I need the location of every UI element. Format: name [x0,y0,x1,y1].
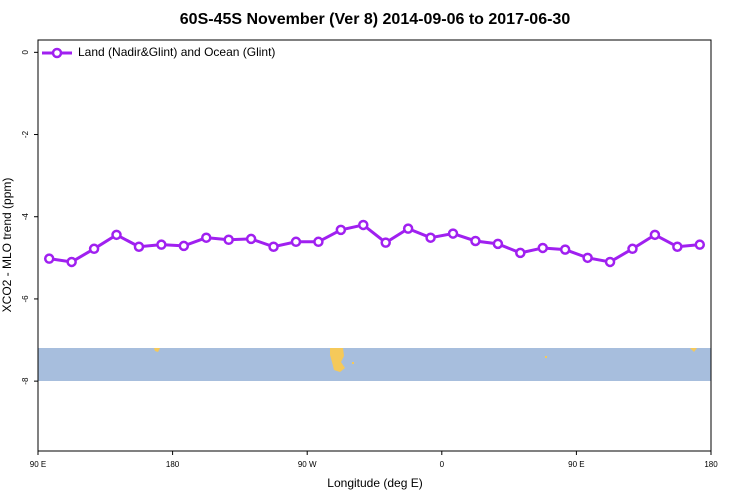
point [245,233,257,245]
point [88,243,100,255]
y-tick-label: -2 [21,130,30,138]
point [156,239,167,250]
point [268,241,279,252]
x-tick-label: 180 [166,460,180,469]
y-axis-label: XCO2 - MLO trend (ppm) [0,178,14,313]
point [290,236,302,248]
point [380,237,391,248]
point [201,232,212,243]
point [649,229,661,241]
point [604,256,616,268]
legend-label: Land (Nadir&Glint) and Ocean (Glint) [78,45,275,59]
y-tick-label: -8 [21,377,30,385]
x-axis-label: Longitude (deg E) [327,476,422,490]
y-tick-label: 0 [21,50,30,55]
point [515,247,526,259]
point [335,224,347,236]
x-tick-label: 90 E [568,460,584,469]
point [425,232,436,243]
x-tick-label: 90 W [298,460,317,469]
x-tick-label: 90 E [30,460,46,469]
point [492,238,504,250]
point [694,239,706,250]
point [537,242,548,254]
legend-marker [51,47,63,59]
x-tick-label: 180 [704,460,718,469]
point [358,219,369,231]
point [178,240,190,252]
y-tick-label: -4 [21,213,30,221]
point [223,234,234,245]
point [313,236,324,248]
point [447,228,459,239]
chart-title: 60S-45S November (Ver 8) 2014-09-06 to 2… [180,11,571,28]
point [627,243,638,255]
map-strip [38,348,711,381]
point [402,223,414,234]
point [470,235,481,247]
x-tick-label: 0 [440,460,445,469]
point [66,256,77,268]
point [672,241,683,252]
point [133,241,145,252]
y-tick-label: -6 [21,295,30,303]
point [582,252,593,264]
point [43,253,55,264]
point [559,244,571,255]
plot-frame [37,39,712,452]
series-line [48,223,700,264]
point [111,229,122,241]
